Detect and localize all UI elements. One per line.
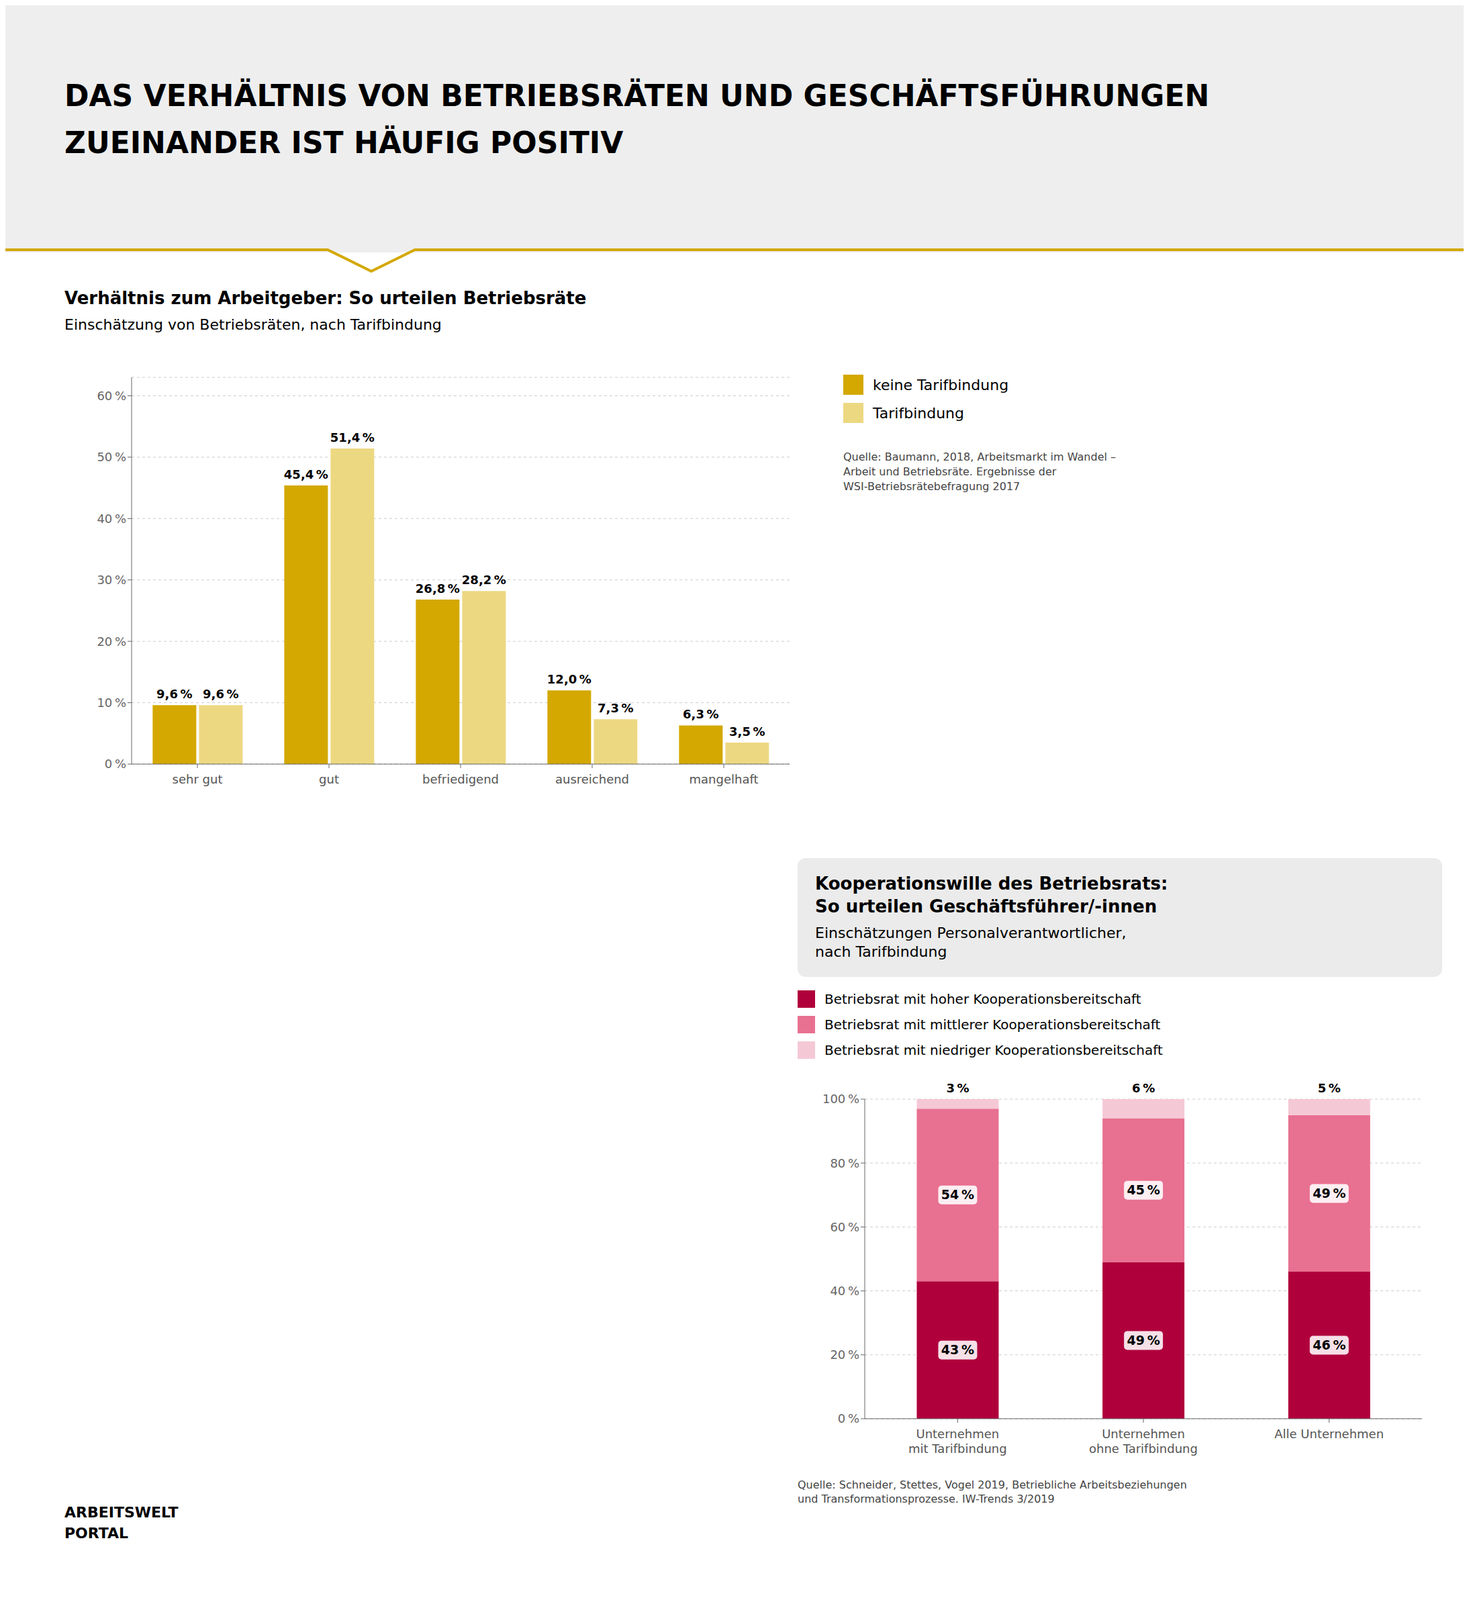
svg-text:5 %: 5 % [1317,1080,1341,1096]
svg-text:54 %: 54 % [941,1187,975,1202]
svg-text:9,6 %: 9,6 % [202,687,240,702]
svg-text:45,4 %: 45,4 % [283,467,329,482]
html-text:Betriebsrat mit niedriger Koop: Betriebsrat mit niedriger Kooperationsbe… [824,1041,1163,1058]
html-text:DAS VERHÄLTNIS VON BETRIEBSRÄT: DAS VERHÄLTNIS VON BETRIEBSRÄTEN UND GES… [64,78,1210,113]
svg-text:30 %: 30 % [96,572,127,587]
html-text:Tarifbindung: Tarifbindung [872,404,965,422]
svg-text:0 %: 0 % [104,757,127,772]
svg-text:49 %: 49 % [1126,1332,1160,1348]
html-text:Quelle: Schneider, Stettes, Vo: Quelle: Schneider, Stettes, Vogel 2019, … [797,1478,1187,1492]
html-text:Betriebsrat mit hoher Kooperat: Betriebsrat mit hoher Kooperationsbereit… [824,990,1142,1007]
html-text:nach Tarifbindung: nach Tarifbindung [815,943,947,961]
svg-text:7,3 %: 7,3 % [597,701,634,716]
svg-text:12,0 %: 12,0 % [547,672,592,687]
svg-text:6,3 %: 6,3 % [682,707,720,722]
svg-text:49 %: 49 % [1312,1185,1346,1201]
svg-text:20 %: 20 % [96,634,127,649]
html-text:ARBEITSWELT: ARBEITSWELT [64,1503,179,1521]
html-text:ZUEINANDER IST HÄUFIG POSITIV: ZUEINANDER IST HÄUFIG POSITIV [64,125,624,161]
svg-text:10 %: 10 % [96,695,127,710]
html-text:und Transformationsprozesse. I: und Transformationsprozesse. IW-Trends 3… [797,1492,1055,1506]
svg-text:43 %: 43 % [941,1342,975,1357]
html-text:Einschätzung von Betriebsräten: Einschätzung von Betriebsräten, nach Tar… [64,316,442,333]
html-text:Verhältnis zum Arbeitgeber: So: Verhältnis zum Arbeitgeber: So urteilen … [64,288,587,309]
svg-text:ausreichend: ausreichend [555,772,630,787]
svg-text:9,6 %: 9,6 % [156,687,193,702]
svg-text:gut: gut [318,772,340,787]
svg-text:60 %: 60 % [829,1219,860,1235]
svg-text:sehr gut: sehr gut [172,772,223,787]
svg-text:Unternehmenohne Tarifbindung: Unternehmenohne Tarifbindung [1088,1426,1198,1457]
svg-text:3,5 %: 3,5 % [729,724,766,739]
html-text:Quelle: Baumann, 2018, Arbeits: Quelle: Baumann, 2018, Arbeitsmarkt im W… [843,450,1116,464]
html-text:Kooperationswille des Betriebs: Kooperationswille des Betriebsrats: [815,873,1168,894]
html-text:Einschätzungen Personalverantw: Einschätzungen Personalverantwortlicher, [815,924,1127,942]
svg-text:60 %: 60 % [96,388,127,403]
html-text:keine Tarifbindung: keine Tarifbindung [872,376,1009,394]
svg-text:mangelhaft: mangelhaft [689,772,759,787]
svg-text:46 %: 46 % [1312,1337,1346,1353]
svg-text:befriedigend: befriedigend [422,772,499,787]
svg-text:80 %: 80 % [829,1155,860,1170]
svg-text:Unternehmenmit Tarifbindung: Unternehmenmit Tarifbindung [908,1426,1008,1457]
svg-text:51,4 %: 51,4 % [330,430,375,445]
svg-text:26,8 %: 26,8 % [415,581,460,596]
svg-text:50 %: 50 % [96,450,127,465]
html-text:Arbeit und Betriebsräte. Ergeb: Arbeit und Betriebsräte. Ergebnisse der [843,465,1057,479]
svg-text:40 %: 40 % [829,1283,860,1298]
html-text:WSI-Betriebsrätebefragung 2017: WSI-Betriebsrätebefragung 2017 [843,479,1021,493]
svg-text:100 %: 100 % [822,1091,860,1106]
svg-text:3 %: 3 % [945,1080,969,1096]
svg-text:45 %: 45 % [1126,1182,1160,1198]
svg-text:Alle Unternehmen: Alle Unternehmen [1274,1426,1384,1441]
svg-text:6 %: 6 % [1131,1080,1155,1096]
html-text:Betriebsrat mit mittlerer Koop: Betriebsrat mit mittlerer Kooperationsbe… [824,1016,1161,1033]
html-text:PORTAL: PORTAL [64,1524,129,1542]
svg-text:28,2 %: 28,2 % [461,573,507,588]
svg-text:40 %: 40 % [96,511,127,526]
html-text:So urteilen Geschäftsführer/-i: So urteilen Geschäftsführer/-innen [815,896,1157,917]
svg-text:20 %: 20 % [829,1347,860,1362]
svg-text:0 %: 0 % [837,1411,860,1426]
